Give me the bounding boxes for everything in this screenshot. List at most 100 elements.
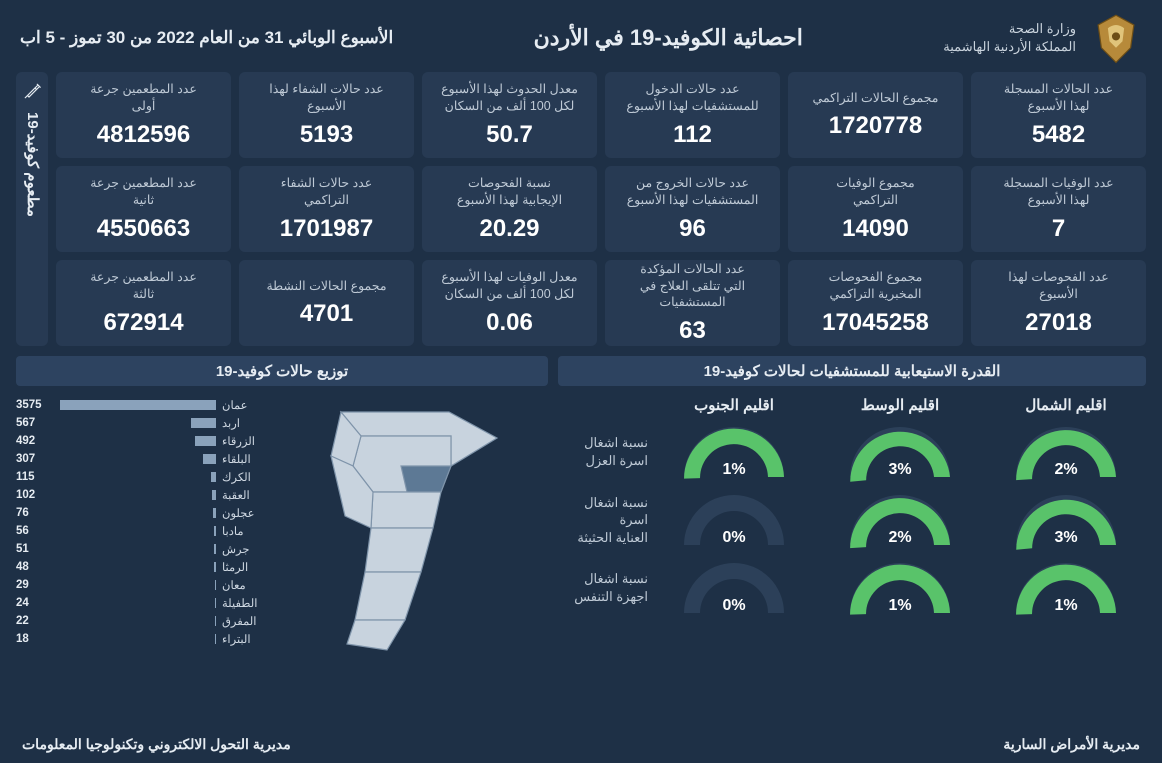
gauge-percent: 2%: [840, 529, 960, 547]
governorate-value: 48: [16, 561, 54, 573]
epi-week: الأسبوع الوبائي 31 من العام 2022 من 30 ت…: [20, 28, 393, 48]
governorate-bar-row: عجلون76: [16, 504, 266, 522]
stat-card-value: 96: [679, 215, 706, 243]
stat-card-value: 4812596: [97, 121, 190, 149]
bar-fill: [191, 418, 216, 428]
governorate-value: 102: [16, 489, 54, 501]
governorate-value: 307: [16, 453, 54, 465]
governorate-name: الزرقاء: [222, 434, 266, 448]
page-title: احصائية الكوفيد-19 في الأردن: [534, 25, 803, 51]
stat-card: عدد المطعمين جرعةثانية4550663: [56, 166, 231, 252]
stat-card: معدل الحدوث لهذا الأسبوعلكل 100 ألف من ا…: [422, 72, 597, 158]
stat-card-value: 20.29: [479, 215, 539, 243]
stat-card-value: 672914: [103, 309, 183, 337]
stat-card-value: 50.7: [486, 121, 533, 149]
stat-card: عدد الوفيات المسجلةلهذا الأسبوع7: [971, 166, 1146, 252]
syringe-icon: [23, 82, 41, 100]
bar-fill: [214, 544, 216, 554]
header: وزارة الصحة المملكة الأردنية الهاشمية اح…: [0, 0, 1162, 72]
stat-card-value: 14090: [842, 215, 909, 243]
stat-card-label: عدد المطعمين جرعةأولى: [90, 81, 197, 115]
footer-right: مديرية الأمراض السارية: [1003, 736, 1140, 753]
stat-card-label: عدد حالات الشفاء لهذاالأسبوع: [269, 81, 383, 115]
stat-card: عدد حالات الدخولللمستشفيات لهذا الأسبوع 1…: [605, 72, 780, 158]
bar-fill: [214, 562, 216, 572]
capacity-gauge: 1%: [1006, 558, 1126, 618]
governorate-bar-row: الزرقاء 492: [16, 432, 266, 450]
distribution-panel: توزيع حالات كوفيد-19: [16, 356, 548, 656]
governorate-name: المفرق: [222, 614, 266, 628]
capacity-gauge: 3%: [1006, 490, 1126, 550]
bar-fill: [215, 580, 216, 590]
distribution-title: توزيع حالات كوفيد-19: [16, 356, 548, 386]
capacity-gauge: 2%: [1006, 422, 1126, 482]
stat-card: عدد حالات الشفاءالتراكمي1701987: [239, 166, 414, 252]
stat-card-label: مجموع الوفياتالتراكمي: [836, 175, 914, 209]
stat-card-value: 5482: [1032, 121, 1085, 149]
capacity-row-label: نسبة اشغال اسرةالعناية الحثيثة: [558, 494, 648, 547]
capacity-gauge: 1%: [840, 558, 960, 618]
stat-card-value: 1720778: [829, 112, 922, 140]
stat-card-value: 112: [673, 121, 712, 149]
stat-card-label: عدد حالات الخروج منالمستشفيات لهذا الأسب…: [627, 175, 759, 209]
governorate-bar-row: معان 29: [16, 576, 266, 594]
governorate-bar-row: جرش51: [16, 540, 266, 558]
governorate-value: 29: [16, 579, 54, 591]
capacity-gauge: 1%: [674, 422, 794, 482]
capacity-row-label: نسبة اشغالاسرة العزل: [558, 434, 648, 469]
stat-card: نسبة الفحوصاتالإيجابية لهذا الأسبوع20.29: [422, 166, 597, 252]
governorate-value: 56: [16, 525, 54, 537]
bar-fill: [213, 508, 216, 518]
stat-card: عدد الفحوصات لهذاالأسبوع27018: [971, 260, 1146, 346]
stat-card-value: 4550663: [97, 215, 190, 243]
capacity-title: القدرة الاستيعابية للمستشفيات لحالات كوف…: [558, 356, 1146, 386]
governorate-name: الرمثا: [222, 560, 266, 574]
ministry-line1: وزارة الصحة: [943, 20, 1076, 38]
governorate-name: جرش: [222, 542, 266, 556]
bar-fill: [215, 634, 216, 644]
governorate-bar-row: البلقاء307: [16, 450, 266, 468]
stat-card: مجموع الحالات التراكمي1720778: [788, 72, 963, 158]
governorate-bar-row: المفرق 22: [16, 612, 266, 630]
bar-fill: [214, 526, 216, 536]
capacity-panel: القدرة الاستيعابية للمستشفيات لحالات كوف…: [558, 356, 1146, 656]
stat-card-label: مجموع الحالات النشطة: [266, 278, 386, 295]
stat-card-label: عدد حالات الدخولللمستشفيات لهذا الأسبوع: [626, 81, 758, 115]
governorate-name: عمان: [222, 398, 266, 412]
stat-card-value: 63: [679, 317, 706, 345]
governorate-value: 492: [16, 435, 54, 447]
stat-card-label: مجموع الفحوصاتالمخبرية التراكمي: [829, 269, 923, 303]
gauge-percent: 1%: [1006, 597, 1126, 615]
stat-card-label: عدد الحالات المسجلةلهذا الأسبوع: [1004, 81, 1113, 115]
stat-card-value: 17045258: [822, 309, 929, 337]
capacity-gauge: 2%: [840, 490, 960, 550]
bar-fill: [203, 454, 216, 464]
gauge-percent: 2%: [1006, 461, 1126, 479]
governorate-value: 18: [16, 633, 54, 645]
stat-card-label: عدد الوفيات المسجلةلهذا الأسبوع: [1003, 175, 1113, 209]
bar-fill: [211, 472, 216, 482]
stat-card: معدل الوفيات لهذا الأسبوعلكل 100 ألف من …: [422, 260, 597, 346]
governorate-bar-row: العقبة 102: [16, 486, 266, 504]
governorate-bars: عمان3575اربد567الزرقاء492البلقاء307الكرك…: [16, 396, 266, 656]
bar-fill: [215, 616, 216, 626]
governorate-bar-row: الكرك115: [16, 468, 266, 486]
stat-card: عدد الحالات المسجلةلهذا الأسبوع 5482: [971, 72, 1146, 158]
gauge-percent: 1%: [840, 597, 960, 615]
governorate-value: 22: [16, 615, 54, 627]
gauge-percent: 0%: [674, 529, 794, 547]
governorate-name: عجلون: [222, 506, 266, 520]
gauge-percent: 3%: [840, 461, 960, 479]
bar-fill: [215, 598, 216, 608]
governorate-name: معان: [222, 578, 266, 592]
stat-card-value: 5193: [300, 121, 353, 149]
governorate-value: 115: [16, 471, 54, 483]
vaccine-strip-label: مطعوم كوفيد-19: [23, 112, 41, 217]
governorate-name: العقبة: [222, 488, 266, 502]
jordan-map: [274, 396, 548, 656]
gauge-percent: 0%: [674, 597, 794, 615]
stat-card: عدد المطعمين جرعةثالثة672914: [56, 260, 231, 346]
stat-card: مجموع الفحوصاتالمخبرية التراكمي 17045258: [788, 260, 963, 346]
region-header: اقليم الشمال: [986, 396, 1146, 414]
capacity-gauge: 0%: [674, 490, 794, 550]
